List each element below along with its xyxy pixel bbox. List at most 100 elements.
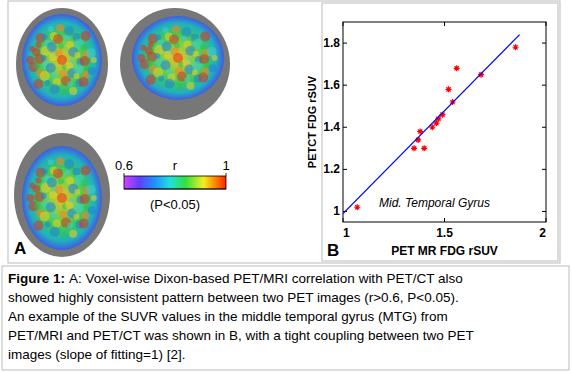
caption-line: images (slope of fitting=1) [2]. [8, 347, 185, 362]
panel-b-frame [322, 3, 558, 261]
colorbar-tick [226, 173, 227, 176]
scatter-point [354, 204, 360, 210]
scatter-point [454, 65, 460, 71]
scatter-point [411, 145, 417, 151]
brain-speckle [55, 186, 63, 194]
brain-speckle [48, 159, 54, 165]
x-tick-top [343, 22, 344, 26]
brain-speckle [200, 44, 206, 50]
brain-speckle [200, 31, 210, 41]
brain-speckle [64, 35, 70, 41]
y-tick-right [542, 43, 546, 44]
brain-speckle [165, 79, 175, 89]
figure-frame [8, 1, 560, 263]
y-tick-label: 1.2 [323, 162, 340, 176]
brain-speckle [184, 77, 190, 83]
y-tick [343, 43, 347, 44]
brain-speckle [91, 57, 97, 63]
brain-speckle [45, 80, 51, 86]
brain-speckle [33, 221, 43, 231]
brain-speckle [73, 64, 83, 74]
brain-speckle [66, 177, 74, 185]
caption-label: Figure 1: [8, 271, 65, 286]
brain-speckle [198, 73, 208, 83]
brain-speckle [146, 75, 156, 85]
x-tick-label: 1 [343, 226, 350, 240]
brain-speckle [42, 34, 48, 40]
brain-speckle [64, 169, 70, 175]
x-tick-top [444, 22, 445, 26]
brain-speckle [56, 24, 64, 32]
caption-line: An example of the SUVR values in the mid… [8, 309, 448, 324]
caption-text: A: Voxel-wise Dixon-based PET/MRI correl… [69, 271, 463, 286]
brain-speckle [34, 202, 40, 208]
brain-speckle [79, 77, 89, 87]
brain-speckle [35, 178, 41, 184]
panel-b: 11.5211.21.41.61.8Mid. Temporal GyrusPET… [306, 3, 558, 261]
brain-speckle [164, 51, 172, 59]
brain-speckle [80, 56, 90, 66]
brain-speckle [40, 211, 50, 221]
brain-speckle [148, 42, 154, 48]
y-tick [343, 85, 347, 86]
brain-speckle [41, 193, 47, 199]
brain-speckle [61, 89, 67, 95]
x-tick-label: 1.5 [436, 226, 453, 240]
brain-speckle [26, 194, 34, 202]
brain-speckle [67, 223, 73, 229]
brain-speckle [69, 230, 77, 238]
brain-speckle [91, 195, 97, 201]
brain-speckle [47, 178, 57, 188]
brain-speckle [59, 210, 67, 218]
caption-line: showed highly consistent pattern between… [8, 290, 459, 305]
x-tick [343, 218, 344, 222]
brain-speckle [186, 82, 194, 90]
brain-speckle [41, 55, 47, 61]
brain-speckle [154, 53, 160, 59]
brain-speckle [51, 212, 57, 218]
brain-speckle [35, 42, 41, 48]
brain-speckle [158, 76, 164, 82]
colorbar-tick-label: 1 [222, 158, 229, 173]
colorbar-range [124, 189, 226, 190]
brain-speckle [73, 213, 79, 219]
brain-speckle [45, 222, 51, 228]
annotation: Mid. Temporal Gyrus [379, 196, 490, 210]
brain-speckle [32, 185, 40, 193]
brain-speckle [86, 48, 96, 58]
brain-speckle [74, 52, 80, 58]
y-tick [343, 127, 347, 128]
brain-speckle [53, 220, 61, 228]
panel-label: A [14, 239, 26, 258]
brain-speckle [64, 26, 74, 36]
figure: A0.61r(P<0.05)11.5211.21.41.61.8Mid. Tem… [0, 0, 572, 372]
brain-speckle [80, 194, 90, 204]
brain-speckle [73, 73, 79, 79]
scatter-point [446, 86, 452, 92]
scatter-point [513, 44, 519, 50]
brain-speckle [42, 168, 48, 174]
panel-a-bg [10, 3, 318, 261]
y-tick-label: 1 [333, 204, 340, 218]
brain-speckle [192, 69, 198, 75]
brain-speckle [82, 211, 90, 219]
brain-speckle [53, 168, 63, 178]
brain-speckle [81, 31, 91, 41]
brain-speckle [50, 227, 60, 237]
brain-speckle [79, 219, 89, 229]
brain-speckle [88, 67, 96, 75]
brain-speckle [64, 159, 74, 169]
brain-speckle [33, 79, 43, 89]
brain-speckle [46, 202, 56, 212]
brain-speckle [56, 157, 64, 165]
x-axis-label: PET MR FDG rSUV [391, 244, 498, 258]
axial-head [14, 133, 110, 257]
y-tick-label: 1.4 [323, 120, 340, 134]
brain-speckle [81, 180, 87, 186]
coronal-head [16, 8, 108, 120]
x-tick-label: 2 [539, 226, 546, 240]
brain-speckle [74, 189, 80, 195]
caption: Figure 1: A: Voxel-wise Dixon-based PET/M… [2, 266, 569, 370]
brain-speckle [174, 43, 180, 49]
brain-speckle [192, 61, 202, 71]
